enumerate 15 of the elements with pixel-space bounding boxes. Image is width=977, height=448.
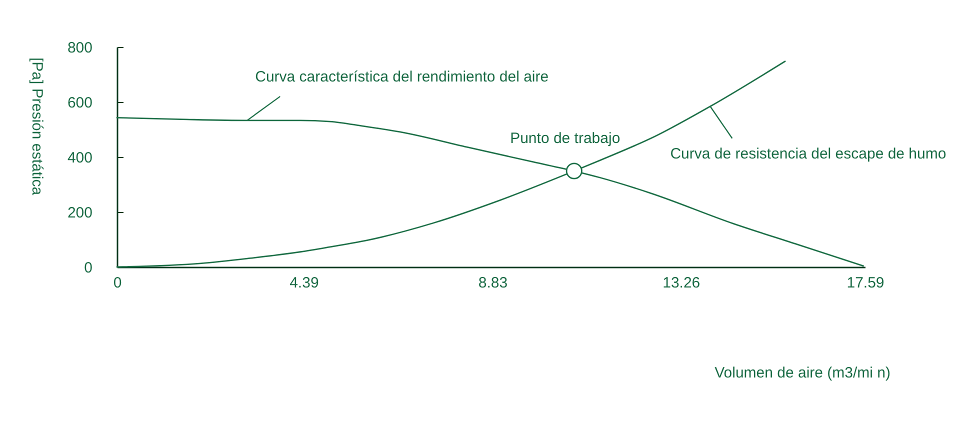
y-tick-label: 200 xyxy=(67,204,92,222)
y-tick-label: 400 xyxy=(67,150,92,166)
y-tick-label: 800 xyxy=(67,40,92,56)
annotation: Punto de trabajo xyxy=(510,130,620,148)
y-axis-title: [Pa] Presión estática xyxy=(28,58,46,196)
text: Curva característica del rendimiento del aire xyxy=(255,68,549,86)
x-tick-label: 4.39 xyxy=(290,274,319,292)
x-tick-label: 13.26 xyxy=(662,274,700,292)
x-tick-label: 17.59 xyxy=(846,274,884,292)
x-tick-label: 0 xyxy=(113,274,122,292)
y-tick-label: 600 xyxy=(67,94,92,112)
x-axis-title: Volumen de aire (m3/mi n) xyxy=(714,364,891,382)
x-tick-label: 8.83 xyxy=(478,274,508,292)
y-tick-label: 0 xyxy=(84,260,92,276)
legend-label: Curva de resistencia del escape de humo xyxy=(670,145,946,162)
